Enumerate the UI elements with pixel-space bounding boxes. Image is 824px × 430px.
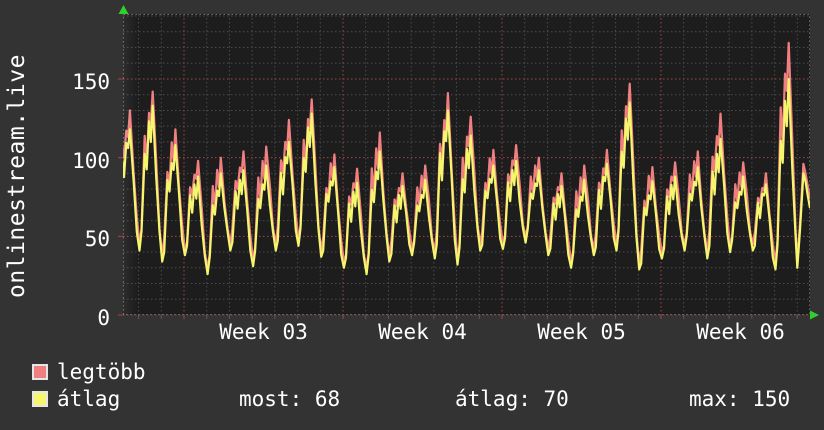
- chart-canvas: [118, 5, 819, 320]
- x-tick-label: Week 05: [537, 320, 626, 344]
- legend-swatch-legtobb: [32, 364, 48, 380]
- x-tick-label: Week 04: [378, 320, 467, 344]
- plot-border: [123, 14, 810, 315]
- y-axis-arrow-icon: [118, 5, 129, 14]
- y-tick-label: 50: [84, 227, 110, 252]
- stat-atlag: átlag: 70: [455, 387, 569, 411]
- x-tick-label: Week 06: [696, 320, 785, 344]
- y-tick-label: 0: [97, 306, 110, 330]
- legend-label-legtobb: legtöbb: [57, 360, 146, 384]
- x-axis-arrow-icon: [810, 310, 819, 320]
- legend-label-atlag: átlag: [57, 387, 121, 411]
- chart-plot-area: [118, 5, 819, 320]
- y-tick-label: 100: [72, 148, 110, 173]
- y-tick-label: 150: [72, 69, 110, 94]
- axis-tick-marks: [118, 78, 798, 319]
- stat-most: most: 68: [239, 387, 341, 411]
- series-atlag-line: [123, 77, 810, 276]
- stat-max: max: 150: [689, 387, 791, 411]
- x-tick-label: Week 03: [219, 320, 308, 344]
- legend-swatch-atlag: [32, 391, 48, 407]
